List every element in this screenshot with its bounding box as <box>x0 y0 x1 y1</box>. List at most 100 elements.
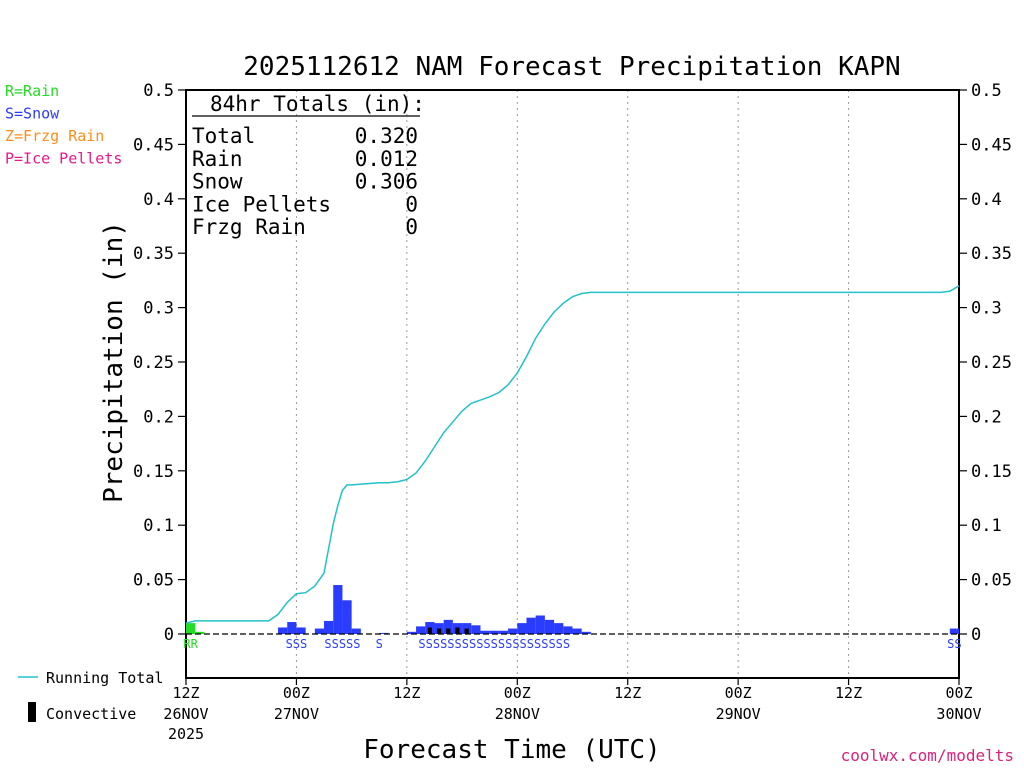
x-tick-date: 26NOV <box>163 705 208 723</box>
precip-bar <box>416 626 426 634</box>
x-tick-label: 00Z <box>945 684 972 702</box>
convective-bars <box>427 627 469 634</box>
convective-bar <box>464 628 469 634</box>
x-axis-title: Forecast Time (UTC) <box>363 735 660 765</box>
y-tick-label: 0.1 <box>971 516 1002 536</box>
x-tick-date: 27NOV <box>274 705 319 723</box>
convective-bar <box>427 627 432 634</box>
totals-row-label: Frzg Rain <box>192 215 306 239</box>
precip-bar <box>498 630 509 634</box>
credit-text: coolwx.com/modelts <box>841 746 1014 765</box>
y-tick-label: 0 <box>164 625 174 645</box>
precip-bar <box>489 630 499 634</box>
precip-bar <box>508 628 518 634</box>
precip-bar <box>581 631 591 634</box>
precip-type-label: S <box>376 637 383 651</box>
precip-type-label: SS <box>947 637 961 651</box>
y-tick-label: 0.3 <box>143 299 174 319</box>
y-tick-label: 0.35 <box>971 244 1012 264</box>
chart-title: 2025112612 NAM Forecast Precipitation KA… <box>243 52 900 82</box>
y-tick-label: 0.45 <box>133 135 174 155</box>
precip-bar <box>324 620 334 634</box>
totals-row-value: 0.306 <box>355 170 418 194</box>
x-tick-date: 28NOV <box>495 705 540 723</box>
y-tick-label: 0.15 <box>133 462 174 482</box>
y-tick-label: 0.25 <box>133 353 174 373</box>
y-tick-label: 0.05 <box>133 571 174 591</box>
x-tick-label: 12Z <box>393 684 420 702</box>
precip-bar <box>351 628 361 634</box>
totals-row-label: Rain <box>192 147 243 171</box>
precip-type-label: SSS <box>286 637 308 651</box>
precip-bar <box>186 623 196 634</box>
x-tick-label: 00Z <box>504 684 531 702</box>
x-tick-date: 29NOV <box>716 705 761 723</box>
precip-type-legend-item: P=Ice Pellets <box>5 150 122 168</box>
y-tick-label: 0.15 <box>971 462 1012 482</box>
y-tick-label: 0.2 <box>971 407 1002 427</box>
precip-bar <box>443 619 453 634</box>
precip-bar <box>287 622 297 634</box>
precip-type-label: SSSSSSSSSSSSSSSSSSSSS <box>418 637 570 651</box>
precip-type-legend-item: Z=Frzg Rain <box>5 127 104 145</box>
precip-bar <box>480 630 490 634</box>
precip-bar <box>544 619 555 634</box>
totals-row-value: 0 <box>405 215 418 239</box>
y-tick-label: 0.1 <box>143 516 174 536</box>
y-tick-label: 0 <box>971 625 981 645</box>
convective-legend-swatch <box>28 702 36 722</box>
totals-row-value: 0.320 <box>355 124 418 148</box>
y-tick-label: 0.4 <box>971 190 1002 210</box>
x-tick-label: 00Z <box>725 684 752 702</box>
precip-bar <box>296 627 306 634</box>
precip-bar <box>342 600 352 634</box>
convective-bar <box>436 628 442 634</box>
precip-bar <box>379 632 389 634</box>
convective-bar <box>455 627 460 634</box>
convective-legend-label: Convective <box>46 705 136 723</box>
precip-bar <box>278 627 288 634</box>
y-tick-label: 0.35 <box>133 244 174 264</box>
totals-row-label: Ice Pellets <box>192 192 331 216</box>
x-tick-label: 12Z <box>835 684 862 702</box>
y-tick-label: 0.45 <box>971 135 1012 155</box>
vertical-gridlines <box>295 90 850 678</box>
precip-bar <box>517 623 527 634</box>
precip-type-legend-item: S=Snow <box>5 105 60 123</box>
precip-bar <box>406 631 417 634</box>
y-tick-label: 0.2 <box>143 407 174 427</box>
y-axis-title: Precipitation (in) <box>99 221 129 503</box>
y-tick-label: 0.05 <box>971 571 1012 591</box>
x-tick-date: 30NOV <box>936 705 981 723</box>
precip-bar <box>535 615 545 634</box>
y-axis-right: 0 0.05 0.1 0.15 0.2 0.25 0.3 0.35 0.4 0.45 0.5 <box>959 81 1012 645</box>
precip-type-legend: R=Rain S=Snow Z=Frzg Rain P=Ice Pellets <box>5 82 122 168</box>
precip-bar <box>471 625 481 634</box>
x-tick-label: 12Z <box>614 684 641 702</box>
running-total-line <box>185 285 960 624</box>
precip-bar <box>572 628 582 634</box>
precip-bar <box>563 626 573 634</box>
totals-row-label: Snow <box>192 170 243 194</box>
totals-row-label: Total <box>192 124 255 148</box>
precip-bar <box>554 623 564 634</box>
convective-bar <box>446 628 451 634</box>
x-tick-year: 2025 <box>168 725 204 743</box>
y-tick-label: 0.5 <box>143 81 174 101</box>
precip-bar <box>526 617 536 634</box>
precip-type-label: SSSSS <box>324 637 360 651</box>
precip-bar <box>949 628 959 634</box>
y-tick-label: 0.3 <box>971 299 1002 319</box>
totals-box: 84hr Totals (in): Total 0.320 Rain 0.012 Sno… <box>192 92 425 239</box>
x-axis: 12Z 26NOV 2025 00Z 27NOV 12Z 00Z 28NOV 12Z 00Z 29N… <box>163 678 982 743</box>
running-total-legend-label: Running Total <box>46 669 163 687</box>
totals-heading: 84hr Totals (in): <box>210 92 425 116</box>
y-tick-label: 0.25 <box>971 353 1012 373</box>
precip-bar <box>333 585 343 634</box>
plot-frame <box>185 89 960 679</box>
x-tick-label: 12Z <box>172 684 199 702</box>
totals-row-value: 0.012 <box>355 147 418 171</box>
bottom-legend: Running Total Convective <box>18 669 163 723</box>
precip-type-legend-item: R=Rain <box>5 82 59 100</box>
